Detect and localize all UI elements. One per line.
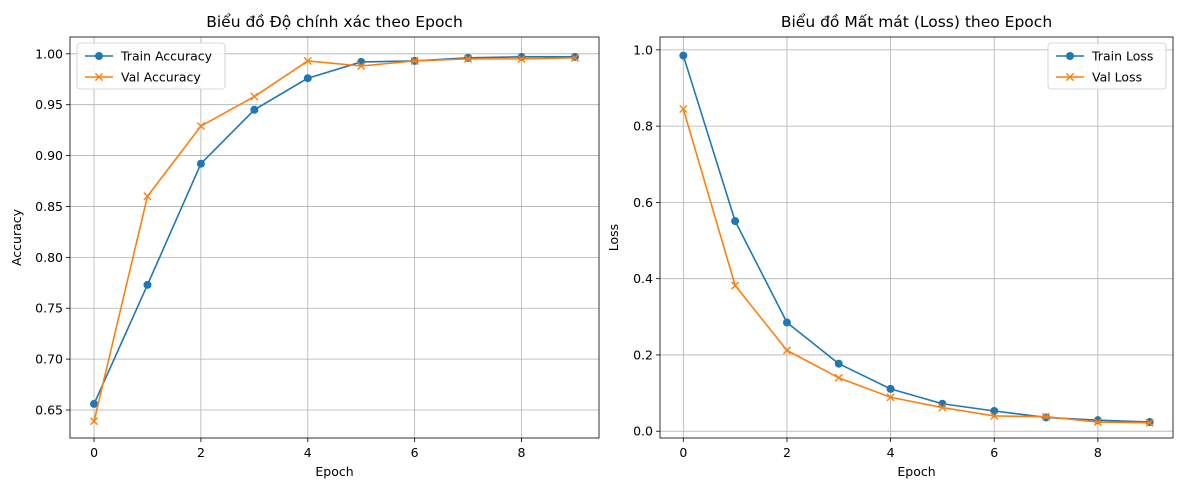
- series-line: [93, 57, 575, 422]
- y-tick-label: 0.75: [35, 301, 63, 316]
- y-tick-label: 1.0: [633, 42, 653, 57]
- legend-label: Train Loss: [1091, 49, 1153, 64]
- acc-y-axis-label: Accuracy: [9, 208, 24, 266]
- data-point: [143, 280, 152, 289]
- legend-item: Val Loss: [1056, 70, 1142, 85]
- legend-marker: [95, 52, 103, 60]
- legend-item: Train Loss: [1056, 49, 1153, 64]
- data-point: [570, 52, 579, 61]
- y-tick-label: 0.2: [633, 347, 653, 362]
- data-point: [570, 53, 580, 62]
- series-line: [93, 56, 575, 405]
- data-point: [196, 121, 206, 131]
- legend-marker: [1066, 52, 1074, 60]
- data-point: [1093, 417, 1102, 427]
- data-point: [517, 54, 526, 63]
- y-tick-label: 0.6: [633, 195, 653, 210]
- x-tick-label: 2: [197, 445, 205, 460]
- acc-chart-title: Biểu đồ Độ chính xác theo Epoch: [206, 13, 463, 31]
- accuracy-chart: 0 2 4 6 8 0.65 0.70 0.75 0.80 0.85 0.90 0.95 1.00 Biể…: [9, 13, 600, 479]
- legend-label: Train Accuracy: [120, 49, 213, 64]
- y-tick-label: 1.00: [35, 46, 63, 61]
- data-point: [303, 74, 312, 83]
- loss-legend: Train Loss Val Loss: [1047, 42, 1167, 90]
- x-tick-label: 8: [1094, 445, 1102, 460]
- loss-x-axis-label: Epoch: [897, 464, 935, 479]
- y-tick-label: 0.95: [35, 97, 63, 112]
- legend-box: [76, 42, 226, 90]
- data-point: [250, 92, 259, 101]
- y-tick-label: 0.70: [35, 352, 63, 367]
- data-point: [834, 359, 843, 368]
- data-point: [357, 57, 366, 66]
- legend-label: Val Accuracy: [121, 70, 201, 85]
- y-tick-label: 0.4: [633, 271, 653, 286]
- x-tick-label: 0: [679, 445, 687, 460]
- data-point: [1145, 418, 1154, 427]
- x-tick-label: 6: [990, 445, 998, 460]
- y-tick-label: 0.65: [35, 403, 63, 418]
- data-point: [679, 104, 688, 114]
- data-point: [990, 411, 999, 421]
- x-tick-label: 4: [887, 445, 895, 460]
- data-point: [886, 384, 895, 393]
- acc-axes-frame: [69, 36, 600, 439]
- data-point: [938, 403, 947, 412]
- data-point: [464, 53, 473, 62]
- y-tick-label: 0.0: [633, 424, 653, 439]
- x-tick-label: 2: [783, 445, 791, 460]
- x-tick-label: 6: [411, 445, 419, 460]
- data-point: [90, 399, 99, 408]
- data-point: [463, 54, 473, 63]
- legend-label: Val Loss: [1092, 70, 1142, 85]
- data-point: [679, 51, 688, 60]
- loss-chart: 0 2 4 6 8 0.0 0.2 0.4 0.6 0.8 1.0 Biểu đồ Mất mát (…: [606, 13, 1174, 479]
- data-point: [782, 318, 791, 327]
- data-point: [357, 61, 366, 71]
- data-point: [731, 217, 740, 226]
- data-point: [1041, 412, 1051, 421]
- legend-marker: [94, 72, 104, 82]
- data-point: [143, 192, 152, 201]
- x-tick-label: 4: [304, 445, 312, 460]
- data-point: [410, 56, 419, 66]
- data-point: [89, 417, 99, 426]
- data-point: [886, 393, 895, 402]
- data-point: [303, 56, 312, 66]
- loss-y-ticks: 0.0 0.2 0.4 0.6 0.8 1.0: [633, 42, 660, 439]
- loss-y-axis-label: Loss: [606, 224, 621, 251]
- acc-grid: [70, 37, 599, 438]
- loss-axes-frame: [659, 36, 1174, 439]
- y-tick-label: 0.90: [35, 148, 63, 163]
- legend-marker: [1065, 72, 1075, 82]
- series-val-loss: [679, 104, 1154, 427]
- y-tick-label: 0.85: [35, 199, 63, 214]
- acc-x-axis-label: Epoch: [315, 464, 353, 479]
- acc-y-ticks: 0.65 0.70 0.75 0.80 0.85 0.90 0.95 1.00: [35, 46, 70, 418]
- series-val-accuracy: [89, 53, 580, 426]
- data-point: [782, 346, 792, 355]
- x-tick-label: 0: [90, 445, 98, 460]
- data-point: [196, 159, 205, 168]
- series-line: [682, 108, 1150, 424]
- acc-x-ticks: 0 2 4 6 8: [90, 438, 526, 460]
- x-tick-label: 8: [518, 445, 526, 460]
- loss-x-ticks: 0 2 4 6 8: [679, 438, 1102, 460]
- y-tick-label: 0.80: [35, 250, 63, 265]
- y-tick-label: 0.8: [633, 119, 653, 134]
- legend-item: Val Accuracy: [85, 70, 201, 85]
- data-point: [250, 105, 259, 114]
- loss-chart-title: Biểu đồ Mất mát (Loss) theo Epoch: [781, 13, 1052, 31]
- data-point: [731, 281, 740, 290]
- legend-item: Train Accuracy: [85, 49, 213, 64]
- acc-legend: Train Accuracy Val Accuracy: [76, 42, 226, 90]
- data-point: [834, 373, 843, 382]
